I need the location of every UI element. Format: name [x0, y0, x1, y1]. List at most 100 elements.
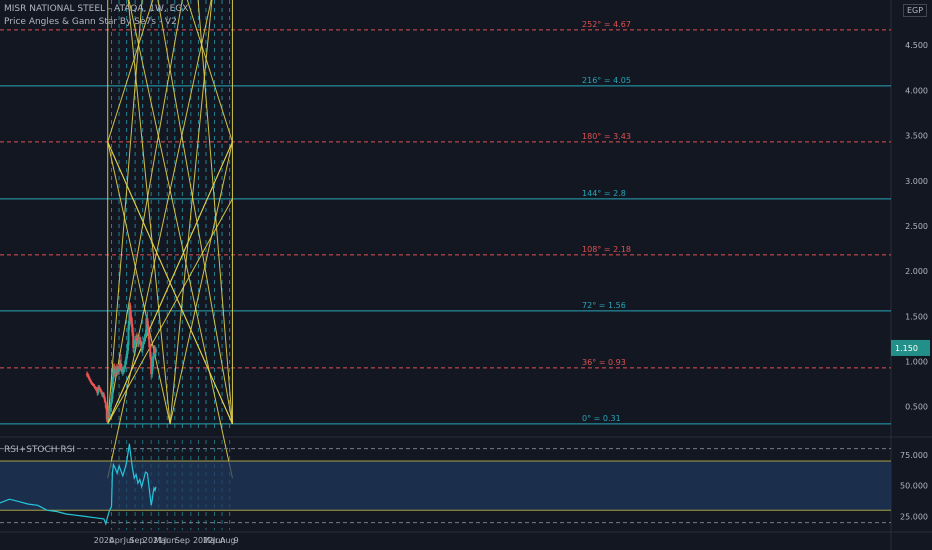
candle-body[interactable]: [151, 366, 154, 375]
gann-level-label: 72° = 1.56: [582, 301, 626, 310]
time-axis-tick: 2022: [193, 536, 213, 545]
time-axis-tick: 2020: [94, 536, 114, 545]
candle-body[interactable]: [152, 356, 155, 367]
gann-star-line: [107, 141, 233, 425]
candle-body[interactable]: [108, 409, 111, 416]
gann-star-line: [107, 0, 212, 479]
time-axis-tick: Mar: [154, 536, 170, 545]
time-axis-tick: Mar: [203, 536, 219, 545]
candle-body[interactable]: [103, 397, 106, 403]
gann-star-line: [107, 141, 171, 424]
candle-body[interactable]: [124, 359, 127, 366]
time-axis-tick: Apr: [109, 536, 124, 545]
candle-body[interactable]: [146, 318, 149, 326]
price-scale-area[interactable]: [891, 0, 932, 550]
gann-star-line: [157, 0, 233, 424]
candle-body[interactable]: [123, 365, 126, 369]
symbol-title: MISR NATIONAL STEEL - ATAQA, 1W, EGX: [4, 4, 189, 14]
rsi-axis-tick: 75.000: [900, 451, 928, 460]
price-axis-tick: 1.500: [905, 312, 928, 321]
candle-body[interactable]: [145, 318, 148, 334]
candle-body[interactable]: [125, 354, 128, 360]
candle-body[interactable]: [88, 378, 91, 381]
currency-badge[interactable]: EGP: [903, 4, 928, 17]
candle-body[interactable]: [131, 323, 134, 333]
candle-body[interactable]: [94, 387, 97, 389]
time-axis-tick: Sep: [129, 536, 144, 545]
candle-body[interactable]: [110, 398, 113, 404]
price-axis-tick: 2.500: [905, 222, 928, 231]
rsi-axis-tick: 50.000: [900, 482, 928, 491]
candle-body[interactable]: [106, 413, 109, 420]
rsi-band-fill: [0, 460, 891, 511]
gann-level-label: 108° = 2.18: [582, 245, 631, 254]
time-axis-tick: Jun: [163, 536, 177, 545]
candle-body[interactable]: [87, 375, 90, 379]
candle-body[interactable]: [132, 332, 135, 348]
candle-body[interactable]: [121, 370, 124, 373]
candle-body[interactable]: [153, 348, 156, 357]
gann-level-label: 0° = 0.31: [582, 414, 621, 423]
candle-body[interactable]: [139, 341, 142, 346]
candle-body[interactable]: [102, 394, 105, 398]
gann-level-label: 144° = 2.8: [582, 189, 626, 198]
candle-body[interactable]: [101, 392, 104, 395]
candle-body[interactable]: [109, 403, 112, 410]
candle-body[interactable]: [141, 344, 144, 350]
candle-body[interactable]: [136, 338, 139, 341]
candle-body[interactable]: [91, 384, 94, 386]
last-price-label: 1.150: [895, 344, 918, 353]
candle-body[interactable]: [104, 402, 107, 408]
rsi-line[interactable]: [0, 443, 157, 526]
candle-body[interactable]: [149, 347, 152, 357]
candle-body[interactable]: [144, 333, 147, 338]
candle-body[interactable]: [147, 325, 150, 337]
candle-body[interactable]: [126, 345, 129, 355]
candle-body[interactable]: [118, 368, 121, 372]
candle-body[interactable]: [120, 368, 123, 373]
candle-body[interactable]: [142, 340, 145, 345]
candle-body[interactable]: [92, 385, 95, 387]
candle-body[interactable]: [86, 375, 89, 377]
gann-level-label: 216° = 4.05: [582, 76, 631, 85]
gann-level-label: 252° = 4.67: [582, 20, 631, 29]
candle-body[interactable]: [119, 363, 122, 369]
gann-level-label: 180° = 3.43: [582, 132, 631, 141]
candle-body[interactable]: [154, 348, 157, 353]
gann-star-line: [169, 141, 233, 424]
candle-body[interactable]: [129, 305, 132, 317]
gann-level-label: 36° = 0.93: [582, 358, 626, 367]
candle-body[interactable]: [127, 325, 130, 346]
candle-body[interactable]: [133, 343, 136, 348]
price-axis-tick: 1.000: [905, 358, 928, 367]
rsi-axis-tick: 25.000: [900, 512, 928, 521]
candle-body[interactable]: [130, 316, 133, 324]
rsi-pane-title: RSI+STOCH RSI: [4, 445, 75, 455]
candle-body[interactable]: [122, 368, 125, 371]
gann-star-line: [127, 0, 171, 424]
candle-body[interactable]: [85, 374, 88, 376]
candle-body[interactable]: [100, 390, 103, 393]
time-axis-tick: Sep: [175, 536, 190, 545]
time-axis-tick: 2021: [143, 536, 163, 545]
candle-body[interactable]: [111, 379, 114, 399]
time-axis-tick: Jun: [212, 536, 226, 545]
candle-body[interactable]: [89, 380, 92, 383]
candle-body[interactable]: [148, 336, 151, 348]
candle-body[interactable]: [99, 388, 102, 391]
last-price-marker[interactable]: [891, 339, 930, 356]
candle-body[interactable]: [134, 339, 137, 344]
candle-body[interactable]: [93, 385, 96, 388]
candle-body[interactable]: [143, 337, 146, 341]
candle-body[interactable]: [138, 339, 141, 342]
gann-star-line: [169, 0, 213, 424]
candle-body[interactable]: [150, 356, 153, 375]
price-axis-tick: 0.500: [905, 403, 928, 412]
candle-body[interactable]: [98, 386, 101, 389]
time-axis-tick: Aug: [220, 536, 236, 545]
candle-body[interactable]: [95, 388, 98, 390]
candle-body[interactable]: [90, 382, 93, 385]
candle-body[interactable]: [97, 386, 100, 394]
